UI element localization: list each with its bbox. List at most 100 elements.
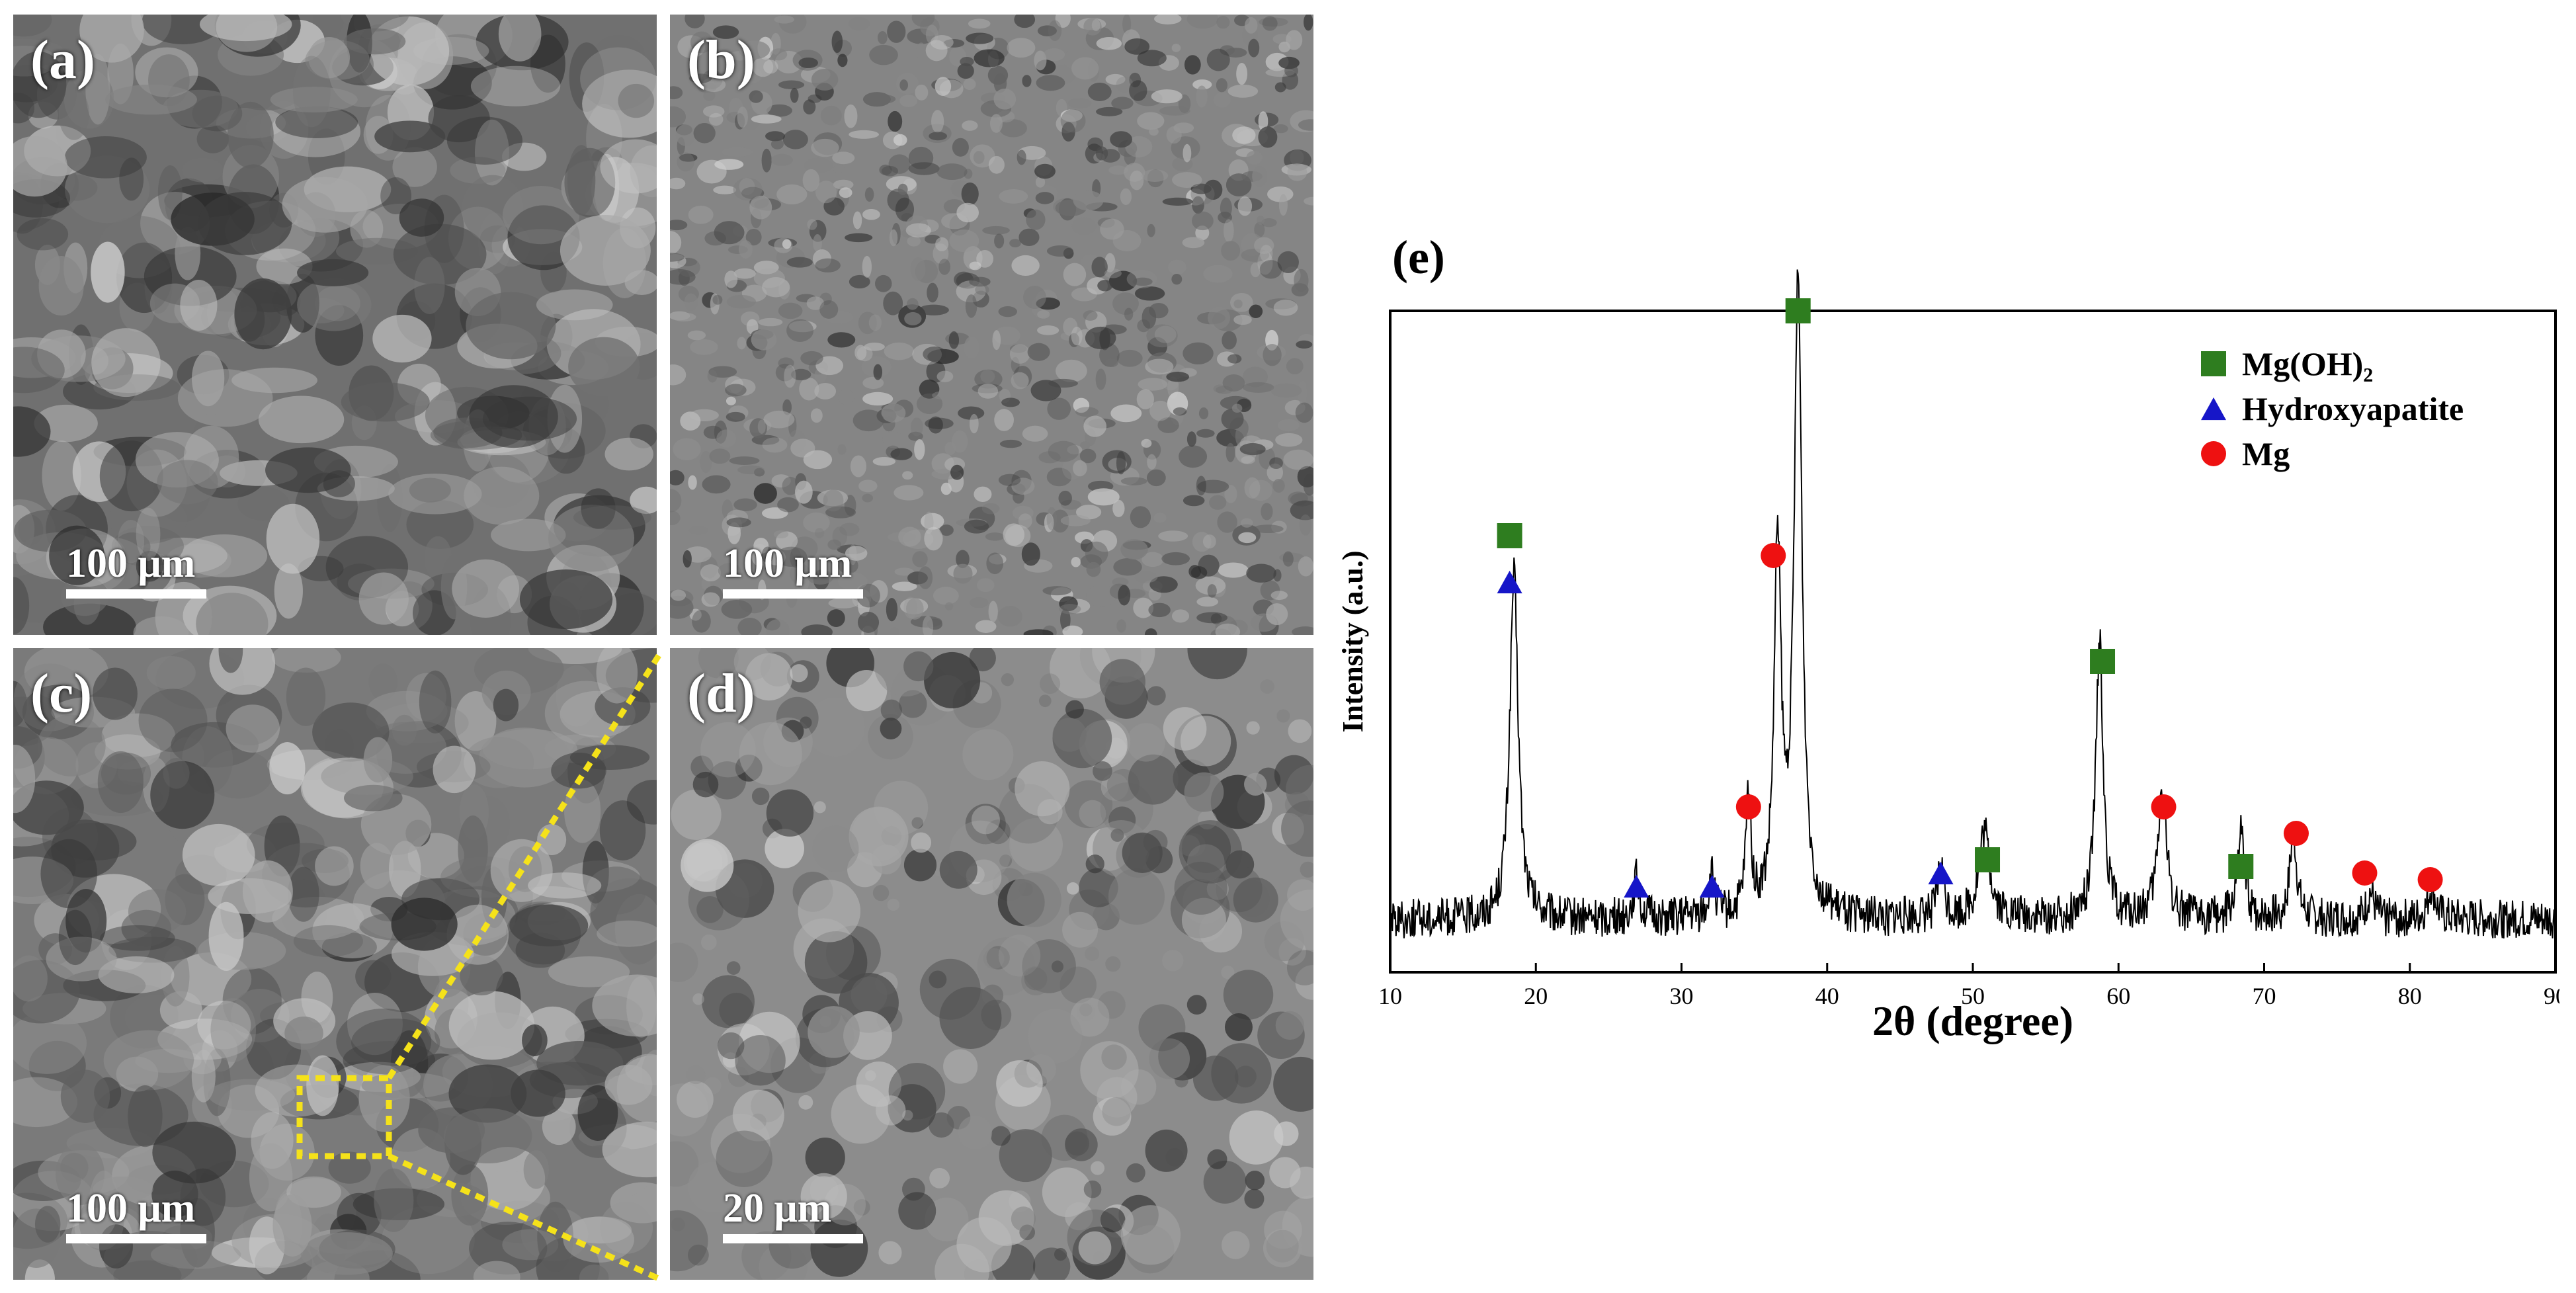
sem-grain	[733, 268, 756, 279]
sem-grain	[80, 347, 108, 375]
sem-grain	[1198, 407, 1209, 420]
sem-grain	[1227, 84, 1259, 98]
sem-grain	[1237, 196, 1253, 216]
sem-grain	[502, 142, 547, 171]
sem-grain	[881, 165, 899, 177]
sem-grain	[1085, 326, 1116, 349]
sem-grain	[1141, 169, 1169, 182]
sem-grain	[1058, 490, 1072, 506]
sem-grain	[79, 15, 144, 63]
sem-grain	[761, 546, 774, 563]
sem-grain	[1203, 1160, 1247, 1204]
sem-grain	[1100, 218, 1124, 240]
sem-grain	[759, 553, 770, 565]
sem-grain	[986, 946, 1010, 970]
sem-grain	[958, 1115, 993, 1150]
sem-grain	[1179, 445, 1208, 468]
sem-grain	[597, 920, 657, 947]
sem-grain	[1095, 146, 1108, 161]
sem-grain	[810, 408, 823, 423]
sem-grain	[778, 80, 805, 89]
sem-grain	[969, 261, 981, 271]
sem-grain	[136, 550, 163, 582]
sem-grain	[679, 153, 698, 162]
sem-grain	[899, 79, 908, 91]
sem-grain	[763, 410, 795, 429]
sem-grain	[1298, 380, 1308, 405]
sem-grain	[522, 1024, 548, 1057]
sem-grain	[1154, 325, 1177, 343]
sem-grain	[988, 155, 1005, 174]
sem-grain	[849, 806, 909, 866]
sem-grain	[833, 164, 845, 173]
sem-grain	[786, 319, 814, 342]
phase-marker-triangle	[1699, 874, 1725, 898]
sem-grain	[1023, 629, 1054, 635]
sem-grain	[827, 539, 841, 550]
sem-grain	[1256, 216, 1265, 225]
sem-grain	[1149, 302, 1169, 319]
sem-grain	[874, 780, 929, 835]
sem-grain	[738, 240, 753, 259]
sem-grain	[1275, 1011, 1305, 1040]
sem-grain	[1061, 122, 1075, 142]
sem-grain	[803, 99, 816, 115]
sem-grain	[1274, 82, 1286, 93]
sem-grain	[1137, 50, 1167, 67]
sem-grain	[757, 419, 766, 434]
sem-grain	[800, 716, 812, 729]
sem-grain	[1157, 417, 1179, 433]
sem-grain	[1183, 144, 1192, 163]
sem-grain	[380, 177, 412, 215]
sem-grain	[745, 228, 762, 246]
sem-grain	[936, 370, 954, 382]
sem-grain	[766, 549, 786, 565]
sem-grain	[1149, 127, 1159, 136]
sem-grain	[714, 221, 745, 245]
sem-grain	[581, 488, 616, 529]
sem-grain	[845, 546, 868, 561]
sem-grain	[690, 339, 718, 355]
sem-grain	[858, 480, 878, 493]
sem-grain	[1273, 299, 1298, 316]
sem-grain	[13, 1077, 77, 1128]
sem-grain	[1254, 237, 1274, 254]
sem-grain	[1126, 1163, 1145, 1183]
sem-grain	[910, 257, 926, 281]
sem-grain	[1046, 245, 1073, 257]
sem-grain	[1145, 358, 1174, 375]
sem-grain	[1022, 425, 1048, 442]
sem-grain	[458, 815, 488, 883]
sem-grain	[231, 367, 318, 394]
sem-grain	[472, 454, 531, 508]
sem-grain	[1269, 1157, 1301, 1189]
sem-grain	[782, 130, 808, 149]
sem-grain	[1165, 1148, 1184, 1167]
sem-grain	[528, 872, 602, 899]
sem-grain	[1087, 488, 1120, 506]
sem-grain	[1273, 124, 1288, 134]
sem-grain	[1091, 19, 1101, 32]
sem-grain	[1233, 880, 1270, 917]
sem-grain	[815, 181, 837, 204]
phase-marker-circle	[2151, 794, 2177, 819]
sem-grain	[105, 84, 197, 115]
sem-grain	[1043, 48, 1065, 62]
sem-grain	[1213, 384, 1227, 394]
sem-grain	[1070, 997, 1110, 1037]
sem-grain	[1120, 1205, 1181, 1265]
sem-grain	[1303, 474, 1313, 496]
phase-markers	[1497, 298, 2443, 898]
sem-grain	[952, 138, 969, 157]
sem-grain	[799, 377, 819, 401]
sem-grain	[1171, 609, 1190, 623]
sem-grain	[687, 1244, 709, 1266]
sem-grain	[1105, 73, 1126, 85]
sem-grain	[1102, 1097, 1132, 1126]
sem-grain	[1062, 625, 1083, 635]
sem-grain	[1266, 1230, 1299, 1263]
scale-bar-line	[66, 589, 206, 599]
sem-grain	[1229, 1110, 1284, 1165]
sem-grain	[1277, 251, 1299, 273]
scale-bar-label: 100 μm	[723, 541, 852, 586]
